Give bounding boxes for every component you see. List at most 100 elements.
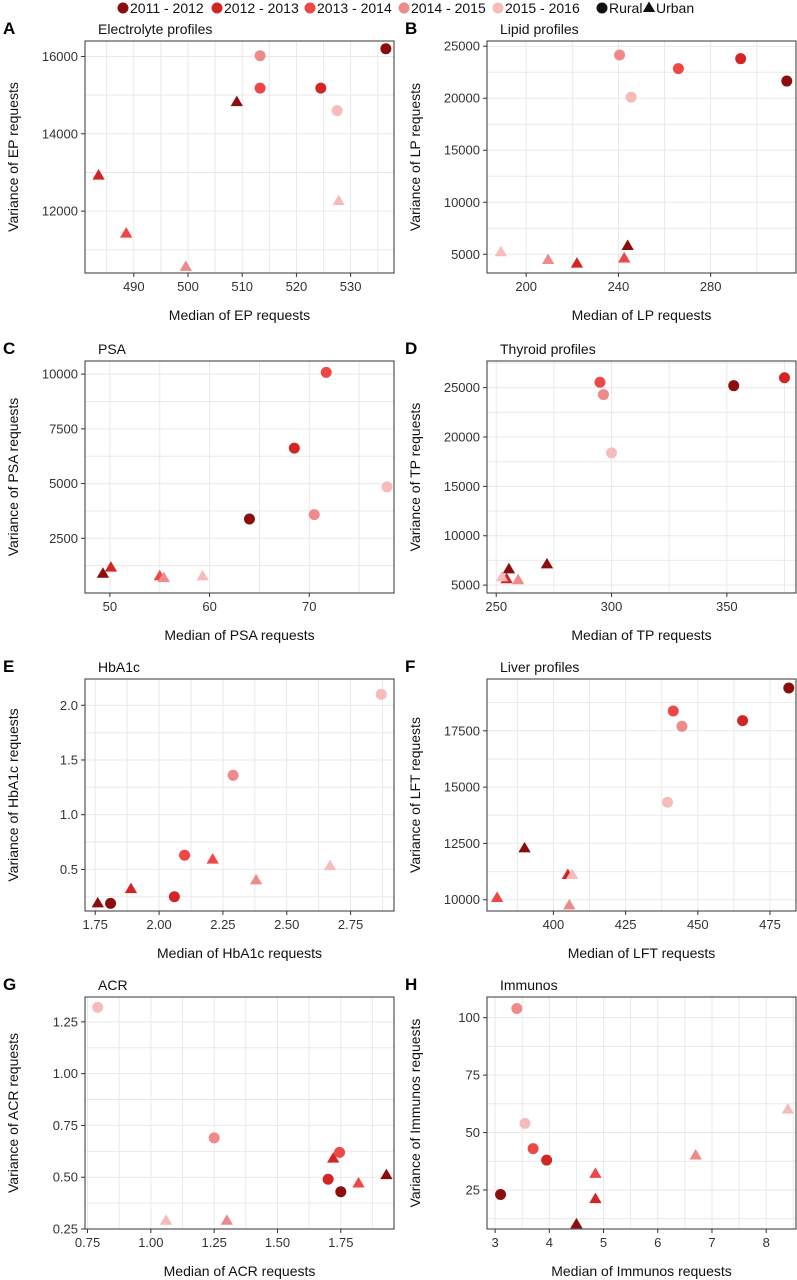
legend-label: Urban — [656, 0, 694, 16]
point-rural — [495, 1189, 507, 1201]
legend: 2011 - 2012 2012 - 2013 2013 - 2014 2014 - … — [117, 0, 694, 16]
point-rural — [179, 849, 191, 861]
y-tick-label: 10000 — [444, 892, 480, 907]
x-tick-label: 6 — [654, 1235, 661, 1250]
point-rural — [243, 513, 255, 525]
panel-letter: H — [405, 975, 417, 994]
point-rural — [735, 53, 747, 65]
point-urban — [352, 1176, 365, 1188]
x-tick-label: 530 — [340, 279, 362, 294]
x-axis-title: Median of EP requests — [169, 307, 310, 323]
point-urban — [621, 239, 634, 250]
point-urban — [618, 251, 631, 263]
legend-key-triangle — [642, 1, 656, 13]
point-rural — [728, 380, 740, 392]
y-tick-label: 75 — [466, 1068, 480, 1083]
plot-frame — [84, 360, 395, 594]
point-urban — [570, 257, 584, 268]
y-tick-label: 0.50 — [53, 1170, 78, 1185]
point-urban — [159, 1214, 173, 1225]
legend-key-circle — [211, 2, 223, 14]
x-tick-label: 60 — [202, 599, 216, 614]
point-rural — [667, 705, 679, 717]
x-tick-label: 520 — [286, 279, 308, 294]
legend-key-circle — [398, 2, 410, 14]
point-urban — [380, 1168, 393, 1180]
scatter-panel-d: 250 300 350 5000 10000 15000 20000 25000 D Thyroi… — [405, 339, 797, 643]
point-rural — [208, 1132, 220, 1144]
point-urban — [495, 570, 509, 582]
panels: 490 500 510 520 530 12000 14000 16000 A Electroly… — [3, 19, 797, 1279]
point-rural — [331, 105, 343, 117]
point-rural — [254, 82, 266, 94]
y-axis-title: Variance of Immunos requests — [407, 1019, 423, 1208]
panel-title: ACR — [98, 977, 128, 993]
y-tick-label: 0.75 — [53, 1118, 78, 1133]
x-tick-label: 1.75 — [328, 1235, 353, 1250]
y-tick-label: 7500 — [49, 421, 78, 436]
scatter-panel-c: 50 60 70 2500 5000 7500 10000 C PSA Median of PSA… — [3, 339, 395, 643]
legend-key-circle — [596, 2, 608, 14]
point-rural — [92, 1001, 104, 1013]
panel-title: Thyroid profiles — [500, 341, 596, 357]
y-tick-label: 16000 — [42, 49, 78, 64]
point-urban — [179, 260, 193, 271]
x-tick-label: 240 — [608, 279, 630, 294]
plot-frame — [84, 40, 395, 274]
point-urban — [566, 868, 579, 879]
y-tick-label: 5000 — [451, 578, 480, 593]
x-tick-label: 490 — [123, 279, 145, 294]
legend-item-2012-2013: 2012 - 2013 — [211, 0, 299, 16]
point-rural — [606, 447, 618, 459]
y-tick-label: 1.00 — [53, 1066, 78, 1081]
x-tick-label: 300 — [601, 599, 623, 614]
point-rural — [381, 481, 393, 493]
legend-label: 2014 - 2015 — [411, 0, 486, 16]
y-tick-label: 12500 — [444, 836, 480, 851]
y-tick-label: 14000 — [42, 126, 78, 141]
point-rural — [781, 75, 793, 87]
point-urban — [206, 853, 219, 864]
y-tick-label: 2500 — [49, 531, 78, 546]
point-rural — [334, 1146, 346, 1158]
point-rural — [380, 43, 392, 55]
x-tick-label: 1.50 — [265, 1235, 290, 1250]
x-axis-title: Median of Immunos requests — [551, 1263, 732, 1279]
point-urban — [249, 873, 263, 885]
legend-key-circle — [492, 2, 504, 14]
point-urban — [494, 245, 508, 257]
point-rural — [288, 442, 300, 454]
plot-frame — [84, 996, 395, 1230]
y-tick-label: 25000 — [444, 39, 480, 54]
x-tick-label: 2.00 — [146, 917, 171, 932]
point-rural — [597, 389, 609, 401]
y-tick-label: 0.25 — [53, 1222, 78, 1237]
legend-label: Rural — [609, 0, 642, 16]
panel-letter: A — [3, 19, 15, 38]
y-tick-label: 15000 — [444, 143, 480, 158]
point-urban — [157, 571, 170, 583]
point-urban — [104, 561, 118, 572]
y-tick-label: 2.0 — [60, 698, 78, 713]
plot-frame — [486, 996, 797, 1230]
scatter-panel-a: 490 500 510 520 530 12000 14000 16000 A Electroly… — [3, 19, 395, 323]
x-tick-label: 8 — [763, 1235, 770, 1250]
y-tick-label: 1.0 — [60, 807, 78, 822]
plot-frame — [486, 678, 797, 912]
y-axis-title: Variance of TP requests — [407, 403, 423, 552]
panel-title: Lipid profiles — [500, 21, 579, 37]
y-tick-label: 0.5 — [60, 862, 78, 877]
x-tick-label: 1.25 — [202, 1235, 227, 1250]
point-rural — [778, 372, 790, 384]
panel-title: Liver profiles — [500, 659, 579, 675]
point-rural — [375, 688, 387, 700]
point-rural — [625, 91, 637, 103]
x-tick-label: 475 — [759, 917, 781, 932]
point-urban — [124, 882, 138, 894]
panel-letter: E — [3, 657, 14, 676]
point-urban — [540, 557, 554, 569]
point-urban — [220, 1214, 234, 1225]
x-tick-label: 50 — [103, 599, 117, 614]
point-rural — [614, 49, 626, 61]
